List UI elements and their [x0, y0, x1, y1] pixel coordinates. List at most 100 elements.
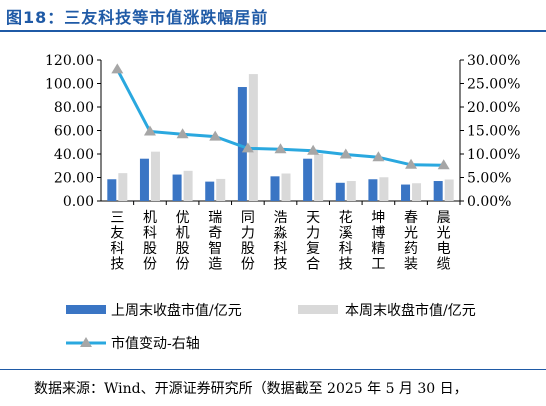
bar-this-week — [150, 151, 160, 201]
x-tick-label-char: 工 — [371, 257, 385, 273]
line-marker — [307, 144, 320, 155]
bar-prev-week — [270, 176, 280, 201]
x-tick-label-char: 科 — [274, 241, 288, 257]
bar-this-week — [379, 177, 389, 201]
source-note: 数据来源：Wind、开源证券研究所（数据截至 2025 年 5 月 30 日， — [34, 381, 468, 397]
line-marker — [111, 63, 124, 74]
x-tick-label-char: 力 — [241, 226, 255, 242]
x-tick-label-char: 股 — [241, 241, 255, 257]
x-tick-label-char: 友 — [110, 226, 124, 242]
bar-this-week — [248, 74, 258, 201]
line-marker — [176, 128, 189, 139]
x-tick-label-char: 优 — [176, 210, 190, 226]
y-left-tick-label: 60.00 — [54, 124, 94, 140]
x-tick-label-char: 浩 — [274, 210, 288, 226]
x-tick-label-char: 科 — [143, 226, 157, 242]
x-tick-label-char: 淼 — [274, 226, 288, 242]
y-left-tick-label: 40.00 — [54, 147, 94, 163]
x-tick-label-char: 缆 — [437, 257, 451, 273]
x-tick-label-char: 花 — [339, 210, 353, 226]
x-tick-label-char: 春 — [404, 210, 418, 226]
x-tick-label-char: 溪 — [339, 226, 353, 242]
y-right-tick-label: 10.00% — [467, 147, 520, 163]
x-tick-label-char: 瑞 — [208, 210, 222, 226]
bar-prev-week — [172, 174, 182, 201]
x-tick-label-char: 力 — [306, 226, 320, 242]
y-right-tick-label: 20.00% — [467, 100, 520, 116]
legend-label-this-week: 本周末收盘市值/亿元 — [345, 302, 476, 319]
bar-this-week — [444, 179, 454, 201]
y-right-tick-label: 25.00% — [467, 77, 520, 93]
bar-prev-week — [107, 179, 117, 201]
x-tick-label-char: 药 — [404, 241, 418, 257]
x-tick-label-char: 科 — [339, 241, 353, 257]
x-tick-label-char: 股 — [143, 241, 157, 257]
x-tick-label-char: 造 — [208, 257, 222, 273]
line-marker — [209, 130, 222, 141]
x-tick-label-char: 技 — [339, 257, 353, 273]
bar-this-week — [281, 173, 291, 201]
x-tick-label-char: 同 — [241, 210, 255, 226]
bar-this-week — [346, 181, 356, 201]
source-divider — [0, 369, 546, 370]
x-tick-label-char: 坤 — [371, 210, 385, 226]
x-tick-label-char: 份 — [241, 257, 255, 273]
y-left-tick-label: 120.00 — [45, 53, 94, 69]
x-tick-label-char: 技 — [110, 257, 124, 273]
x-tick-label-char: 技 — [274, 257, 288, 273]
y-left-tick-label: 100.00 — [45, 77, 94, 93]
line-marker — [274, 143, 287, 154]
x-tick-label-char: 天 — [306, 210, 320, 226]
x-tick-label-char: 合 — [306, 257, 320, 273]
x-tick-label-char: 机 — [176, 226, 190, 242]
x-tick-label-char: 光 — [404, 226, 418, 242]
y-left-tick-label: 0.00 — [63, 194, 94, 210]
bar-prev-week — [335, 182, 345, 201]
x-tick-label-char: 博 — [371, 225, 385, 242]
x-tick-label-char: 装 — [404, 257, 418, 273]
y-right-tick-label: 15.00% — [467, 124, 520, 140]
legend-swatch-this-week — [298, 305, 338, 314]
legend-label-line: 市值变动-右轴 — [111, 335, 200, 352]
y-left-tick-label: 20.00 — [54, 171, 94, 187]
bar-prev-week — [401, 184, 411, 201]
bar-this-week — [216, 178, 226, 201]
y-right-tick-label: 30.00% — [467, 53, 520, 69]
x-tick-label-char: 精 — [371, 241, 385, 257]
x-tick-label-char: 智 — [208, 241, 222, 257]
line-marker — [241, 142, 254, 153]
bar-prev-week — [368, 179, 378, 201]
title-divider — [0, 30, 546, 32]
bar-prev-week — [237, 87, 247, 201]
bar-this-week — [314, 154, 324, 201]
legend-swatch-marker — [80, 337, 92, 347]
y-left-tick-label: 80.00 — [54, 100, 94, 116]
figure-title: 图18：三友科技等市值涨跌幅居前 — [6, 8, 269, 27]
line-marker — [143, 125, 156, 136]
x-tick-label-char: 晨 — [437, 210, 451, 226]
x-tick-label-char: 光 — [437, 226, 451, 242]
x-tick-label-char: 股 — [176, 241, 190, 257]
line-marker — [372, 151, 385, 162]
x-tick-label-char: 复 — [306, 240, 320, 257]
line-marker — [437, 159, 450, 170]
x-tick-label-char: 电 — [437, 241, 451, 257]
x-tick-label-char: 份 — [143, 257, 157, 273]
bar-prev-week — [433, 181, 443, 201]
x-tick-label-char: 科 — [110, 241, 124, 257]
x-tick-label-char: 份 — [176, 257, 190, 273]
x-tick-label-char: 奇 — [208, 225, 222, 242]
bar-prev-week — [205, 181, 215, 201]
x-tick-label-char: 三 — [110, 210, 124, 226]
y-right-tick-label: 5.00% — [467, 171, 511, 187]
bar-this-week — [118, 173, 128, 201]
x-tick-label-char: 机 — [143, 210, 157, 226]
bar-this-week — [183, 170, 193, 201]
bar-prev-week — [139, 158, 149, 201]
bar-this-week — [412, 183, 422, 201]
legend-swatch-prev-week — [66, 305, 106, 314]
bar-prev-week — [303, 158, 313, 201]
legend-label-prev-week: 上周末收盘市值/亿元 — [111, 302, 242, 319]
line-marker — [339, 148, 352, 159]
